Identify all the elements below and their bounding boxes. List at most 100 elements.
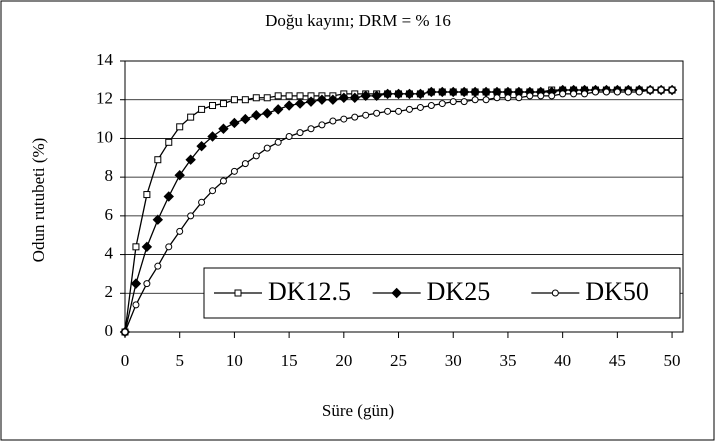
data-point: [121, 328, 129, 336]
data-point: [285, 132, 293, 140]
data-point: [132, 243, 140, 251]
x-tick-label: 5: [175, 351, 184, 370]
y-tick-label: 2: [105, 282, 114, 301]
data-point: [657, 86, 665, 94]
data-point: [349, 92, 360, 103]
y-tick-label: 12: [96, 89, 113, 108]
data-point: [559, 90, 567, 98]
data-point: [274, 138, 282, 146]
data-point: [373, 109, 381, 117]
data-point: [307, 125, 315, 133]
chart-title: Doğu kayını; DRM = % 16: [265, 11, 451, 30]
data-point: [241, 96, 249, 104]
data-point: [448, 86, 459, 98]
data-point: [262, 108, 273, 119]
data-point: [458, 86, 470, 98]
data-point: [371, 90, 382, 102]
data-point: [635, 88, 643, 96]
legend-label: DK50: [585, 277, 649, 306]
x-tick-label: 25: [390, 351, 407, 370]
data-point: [493, 94, 501, 102]
data-point: [316, 94, 328, 105]
data-point: [152, 214, 164, 225]
x-tick-label: 20: [335, 351, 352, 370]
data-point: [187, 113, 195, 121]
data-point: [581, 90, 589, 98]
data-point: [329, 117, 337, 125]
data-point: [263, 94, 271, 102]
data-point: [230, 167, 238, 175]
data-point: [219, 100, 227, 108]
data-point: [285, 92, 293, 100]
x-tick-label: 35: [499, 351, 516, 370]
x-tick-label: 40: [554, 351, 571, 370]
data-point: [198, 105, 206, 113]
y-tick-label: 4: [105, 243, 114, 262]
y-tick-label: 10: [96, 127, 113, 146]
x-tick-label: 30: [445, 351, 462, 370]
data-point: [362, 111, 370, 119]
data-point: [251, 109, 262, 121]
data-point: [143, 280, 151, 288]
x-axis-label: Süre (gün): [322, 401, 394, 420]
data-point: [165, 138, 173, 146]
data-point: [187, 212, 195, 220]
data-point: [209, 187, 217, 195]
data-point: [415, 88, 426, 100]
data-point: [602, 88, 610, 96]
data-point: [296, 129, 304, 137]
data-point: [252, 152, 260, 160]
x-tick-label: 0: [121, 351, 130, 370]
data-point: [241, 160, 249, 168]
data-point: [405, 105, 413, 113]
legend-marker: [551, 289, 559, 297]
data-point: [482, 96, 490, 104]
data-point: [504, 94, 512, 102]
data-point: [163, 191, 174, 202]
data-point: [132, 301, 140, 309]
data-point: [185, 154, 196, 165]
data-point: [198, 198, 206, 206]
data-point: [613, 88, 621, 96]
y-tick-label: 0: [105, 321, 114, 340]
data-point: [154, 262, 162, 270]
legend-label: DK12.5: [268, 277, 351, 306]
data-point: [416, 103, 424, 111]
data-point: [209, 102, 217, 110]
x-tick-label: 10: [226, 351, 243, 370]
x-tick-label: 15: [281, 351, 298, 370]
data-point: [404, 88, 415, 100]
data-point: [230, 96, 238, 104]
data-point: [130, 278, 142, 289]
data-point: [296, 92, 304, 100]
data-point: [395, 107, 403, 115]
y-axis-label: Odun rutubeti (%): [29, 138, 48, 263]
data-point: [426, 86, 437, 98]
data-point: [218, 123, 229, 134]
legend-marker: [234, 289, 242, 297]
data-point: [305, 96, 317, 107]
y-tick-label: 8: [105, 166, 114, 185]
data-point: [526, 92, 534, 100]
data-point: [272, 104, 284, 115]
data-point: [196, 140, 207, 152]
data-point: [393, 88, 404, 100]
data-point: [318, 121, 326, 129]
data-point: [141, 241, 153, 253]
data-point: [449, 98, 457, 106]
data-point: [340, 115, 348, 123]
data-point: [143, 191, 151, 199]
data-point: [382, 88, 393, 100]
data-point: [207, 131, 218, 142]
data-point: [548, 92, 556, 100]
legend-marker: [391, 287, 402, 299]
data-point: [427, 102, 435, 110]
data-point: [338, 92, 350, 103]
data-point: [176, 227, 184, 235]
data-point: [176, 123, 184, 131]
data-point: [591, 88, 599, 96]
legend: DK12.5 DK25 DK50: [203, 267, 681, 319]
data-point: [537, 92, 545, 100]
data-point: [460, 98, 468, 106]
